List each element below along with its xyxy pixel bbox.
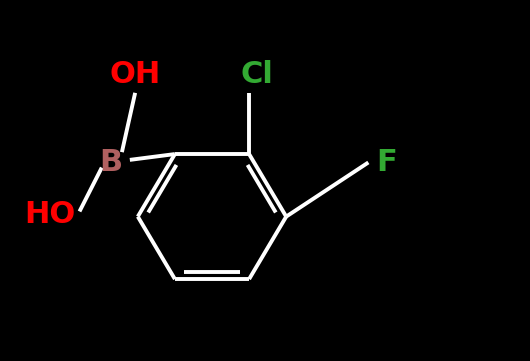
Text: B: B bbox=[100, 148, 123, 177]
Text: HO: HO bbox=[25, 200, 76, 229]
Text: Cl: Cl bbox=[241, 60, 273, 89]
Text: OH: OH bbox=[110, 60, 161, 89]
Text: F: F bbox=[376, 148, 398, 177]
